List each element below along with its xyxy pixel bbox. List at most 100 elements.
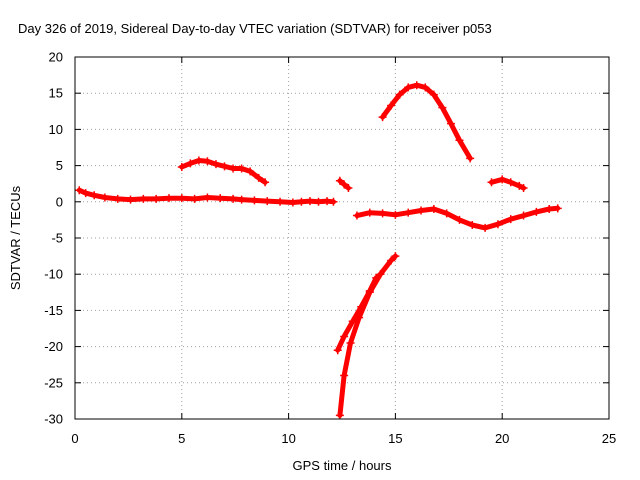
data-point bbox=[506, 215, 515, 224]
data-point bbox=[194, 156, 203, 165]
data-point bbox=[190, 194, 199, 203]
data-point bbox=[376, 270, 385, 279]
data-point bbox=[126, 195, 135, 204]
data-point bbox=[532, 207, 541, 216]
y-axis-ticks: -30 -25 -20 -15 -10 -5 0 5 10 15 20 bbox=[44, 50, 609, 427]
data-point bbox=[139, 194, 148, 203]
data-point bbox=[365, 286, 374, 295]
data-point bbox=[340, 371, 349, 380]
data-point bbox=[506, 178, 515, 187]
data-point bbox=[455, 136, 464, 145]
data-point bbox=[340, 332, 349, 341]
data-point bbox=[417, 206, 426, 215]
data-point bbox=[254, 173, 263, 182]
data-point bbox=[421, 83, 430, 92]
data-point bbox=[340, 180, 349, 189]
data-point bbox=[177, 163, 186, 172]
data-point bbox=[329, 197, 338, 206]
data-point bbox=[246, 167, 255, 176]
data-point bbox=[186, 159, 195, 168]
series-band bbox=[337, 253, 398, 418]
data-point bbox=[314, 197, 323, 206]
data-point bbox=[346, 338, 355, 347]
data-point bbox=[438, 103, 447, 112]
data-point bbox=[481, 223, 490, 232]
data-point bbox=[113, 194, 122, 203]
data-points bbox=[75, 81, 562, 420]
series-track-main-2 bbox=[352, 204, 562, 232]
series-track-small-1 bbox=[335, 176, 353, 193]
data-point bbox=[553, 204, 562, 213]
data-point bbox=[466, 154, 475, 163]
data-point bbox=[297, 197, 306, 206]
series-track-upper bbox=[177, 156, 270, 187]
y-tick-label: 10 bbox=[49, 122, 63, 137]
series-track-small-2 bbox=[487, 175, 528, 193]
data-point bbox=[378, 209, 387, 218]
y-tick-label: -25 bbox=[44, 375, 63, 390]
data-point bbox=[344, 184, 353, 193]
data-point bbox=[498, 175, 507, 184]
data-point bbox=[545, 205, 554, 214]
data-point bbox=[81, 189, 90, 198]
data-point bbox=[442, 209, 451, 218]
data-point bbox=[519, 184, 528, 193]
y-axis-label: SDTVAR / TECUs bbox=[8, 185, 23, 290]
data-point bbox=[229, 194, 238, 203]
y-tick-label: 5 bbox=[56, 158, 63, 173]
data-point bbox=[352, 211, 361, 220]
data-point bbox=[387, 256, 396, 265]
data-point bbox=[276, 197, 285, 206]
y-tick-label: -30 bbox=[44, 412, 63, 427]
data-point bbox=[237, 195, 246, 204]
data-point bbox=[164, 194, 173, 203]
data-point bbox=[348, 317, 357, 326]
series-track-plunge-2 bbox=[333, 273, 381, 355]
data-point bbox=[203, 193, 212, 202]
data-point bbox=[177, 194, 186, 203]
x-tick-label: 10 bbox=[281, 431, 295, 446]
x-tick-label: 5 bbox=[178, 431, 185, 446]
data-point bbox=[261, 178, 270, 187]
data-point bbox=[333, 346, 342, 355]
y-tick-label: 0 bbox=[56, 194, 63, 209]
data-point bbox=[429, 90, 438, 99]
x-tick-label: 25 bbox=[602, 431, 616, 446]
data-point bbox=[220, 162, 229, 171]
y-tick-label: 20 bbox=[49, 50, 63, 65]
data-point bbox=[288, 198, 297, 207]
data-point bbox=[519, 211, 528, 220]
y-tick-label: -10 bbox=[44, 267, 63, 282]
series-band bbox=[335, 275, 379, 353]
data-point bbox=[100, 193, 109, 202]
data-point bbox=[387, 101, 396, 110]
x-tick-label: 15 bbox=[388, 431, 402, 446]
data-point bbox=[335, 176, 344, 185]
data-point bbox=[365, 208, 374, 217]
data-point bbox=[455, 215, 464, 224]
y-tick-label: 15 bbox=[49, 86, 63, 101]
data-point bbox=[391, 252, 400, 261]
grid-lines bbox=[75, 57, 609, 419]
data-point bbox=[372, 273, 381, 282]
data-point bbox=[211, 160, 220, 169]
data-point bbox=[263, 197, 272, 206]
x-tick-label: 20 bbox=[495, 431, 509, 446]
data-point bbox=[404, 208, 413, 217]
data-point bbox=[229, 164, 238, 173]
data-point bbox=[357, 302, 366, 311]
data-point bbox=[335, 411, 344, 420]
data-point bbox=[216, 194, 225, 203]
data-point bbox=[468, 220, 477, 229]
x-tick-label: 0 bbox=[71, 431, 78, 446]
data-point bbox=[429, 205, 438, 214]
data-point bbox=[237, 164, 246, 173]
x-axis-label: GPS time / hours bbox=[293, 458, 392, 473]
data-point bbox=[404, 83, 413, 92]
data-point bbox=[305, 197, 314, 206]
x-axis-ticks: 0 5 10 15 20 25 bbox=[71, 57, 616, 446]
data-point bbox=[493, 220, 502, 229]
y-tick-label: -15 bbox=[44, 303, 63, 318]
data-point bbox=[250, 196, 259, 205]
